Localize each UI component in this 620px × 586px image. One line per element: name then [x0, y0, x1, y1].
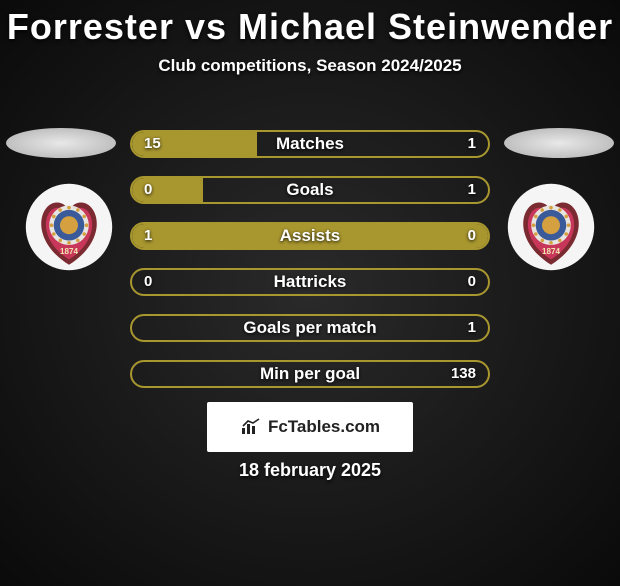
stat-row: 10Assists — [130, 222, 490, 250]
stat-label: Min per goal — [132, 362, 488, 386]
svg-text:1874: 1874 — [542, 247, 560, 256]
stat-label: Goals per match — [132, 316, 488, 340]
stat-row: 1Goals per match — [130, 314, 490, 342]
stat-label: Goals — [132, 178, 488, 202]
footer-brand-text: FcTables.com — [268, 417, 380, 437]
stat-label: Assists — [132, 224, 488, 248]
subtitle: Club competitions, Season 2024/2025 — [0, 56, 620, 76]
footer-brand-card: FcTables.com — [207, 402, 413, 452]
club-badge-right: 1874 — [506, 182, 596, 272]
stat-row: 01Goals — [130, 176, 490, 204]
stat-row: 00Hattricks — [130, 268, 490, 296]
stat-label: Matches — [132, 132, 488, 156]
date-text: 18 february 2025 — [0, 460, 620, 481]
player-left-shadow — [6, 128, 116, 158]
page-title: Forrester vs Michael Steinwender — [0, 6, 620, 48]
svg-text:1874: 1874 — [60, 247, 78, 256]
chart-icon — [240, 418, 262, 436]
player-right-shadow — [504, 128, 614, 158]
stat-row: 138Min per goal — [130, 360, 490, 388]
stat-row: 151Matches — [130, 130, 490, 158]
stats-bars: 151Matches 01Goals 10Assists 00Hattricks 1Go… — [130, 130, 490, 406]
club-badge-left: 1874 — [24, 182, 114, 272]
stat-label: Hattricks — [132, 270, 488, 294]
